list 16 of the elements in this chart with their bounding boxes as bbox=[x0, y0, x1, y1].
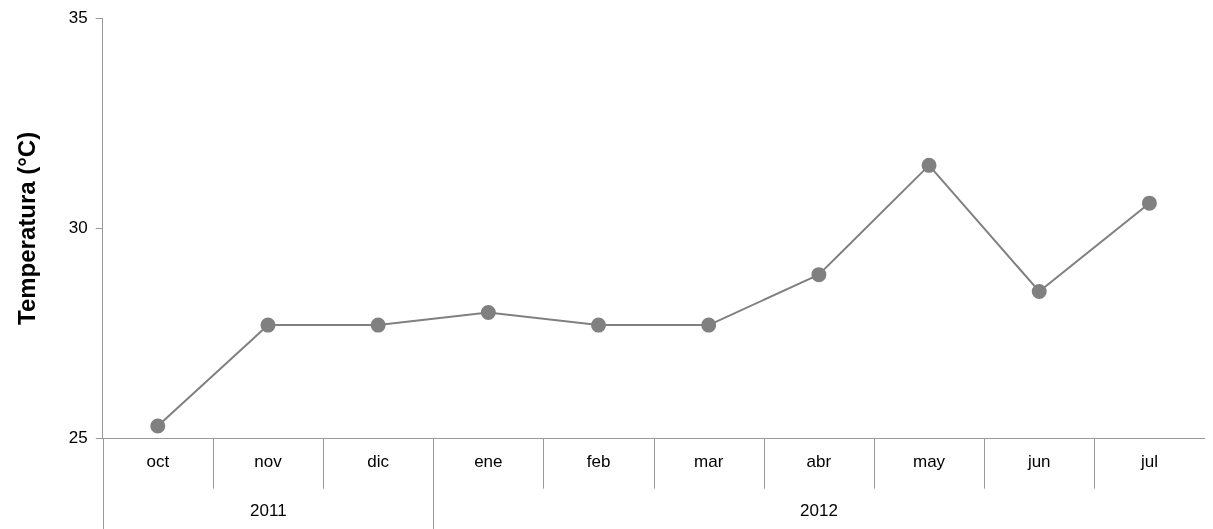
x-tick-label: abr bbox=[806, 452, 832, 472]
x-tick-label: jun bbox=[1026, 452, 1051, 472]
x-tick-label: mar bbox=[694, 452, 724, 472]
text: 2011 bbox=[250, 501, 287, 521]
y-tick-label: 30 bbox=[68, 218, 88, 238]
y-tick-label: 35 bbox=[68, 7, 88, 27]
text: 2012 bbox=[800, 501, 838, 521]
x-tick-label: feb bbox=[586, 452, 611, 472]
x-tick-label: oct bbox=[146, 452, 170, 472]
x-tick-label: dic bbox=[367, 452, 390, 472]
x-tick-label: may bbox=[912, 452, 946, 472]
x-tick-label: nov bbox=[254, 452, 283, 472]
x-tick-label: ene bbox=[474, 452, 503, 472]
y-axis-title: Temperatura (°C) bbox=[13, 131, 41, 325]
x-tick-label: jul bbox=[1139, 452, 1158, 472]
y-tick-label: 25 bbox=[68, 428, 88, 448]
